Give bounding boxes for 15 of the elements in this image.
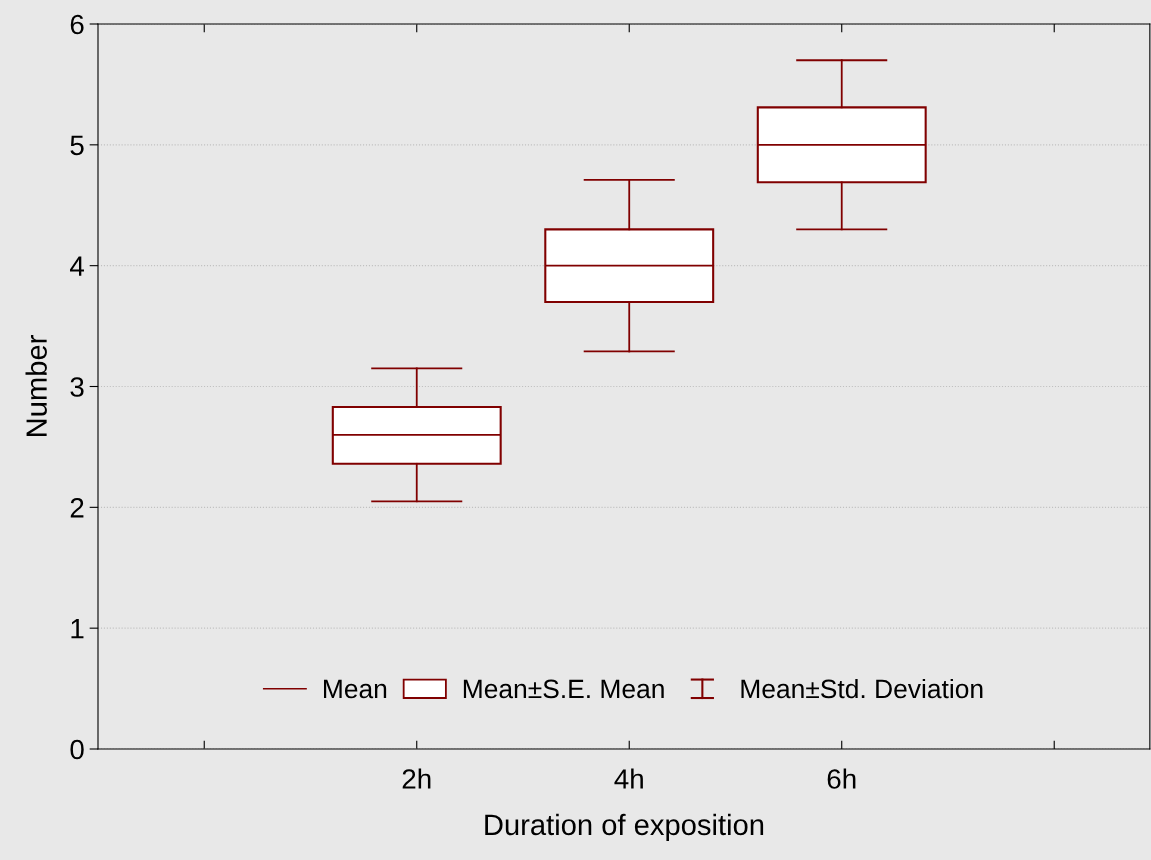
y-tick-label: 5: [70, 135, 84, 156]
annotation: Mean: [323, 679, 387, 699]
x-axis-title: Duration of exposition: [485, 813, 764, 841]
y-axis-title: Number: [25, 335, 47, 436]
y-tick-label: 1: [71, 619, 84, 639]
x-tick-label: 2h: [402, 768, 431, 789]
y-tick-label: 2: [70, 498, 84, 518]
x-tick-label: 4h: [614, 768, 643, 789]
x-tick-label: 6h: [827, 768, 856, 789]
y-tick-label: 3: [70, 377, 84, 397]
annotation: Mean±Std. Deviation: [741, 678, 983, 699]
y-tick-label: 6: [70, 14, 84, 35]
y-tick-label: 0: [70, 739, 84, 760]
annotation: Mean±S.E. Mean: [463, 679, 664, 699]
y-tick-label: 4: [70, 256, 84, 276]
